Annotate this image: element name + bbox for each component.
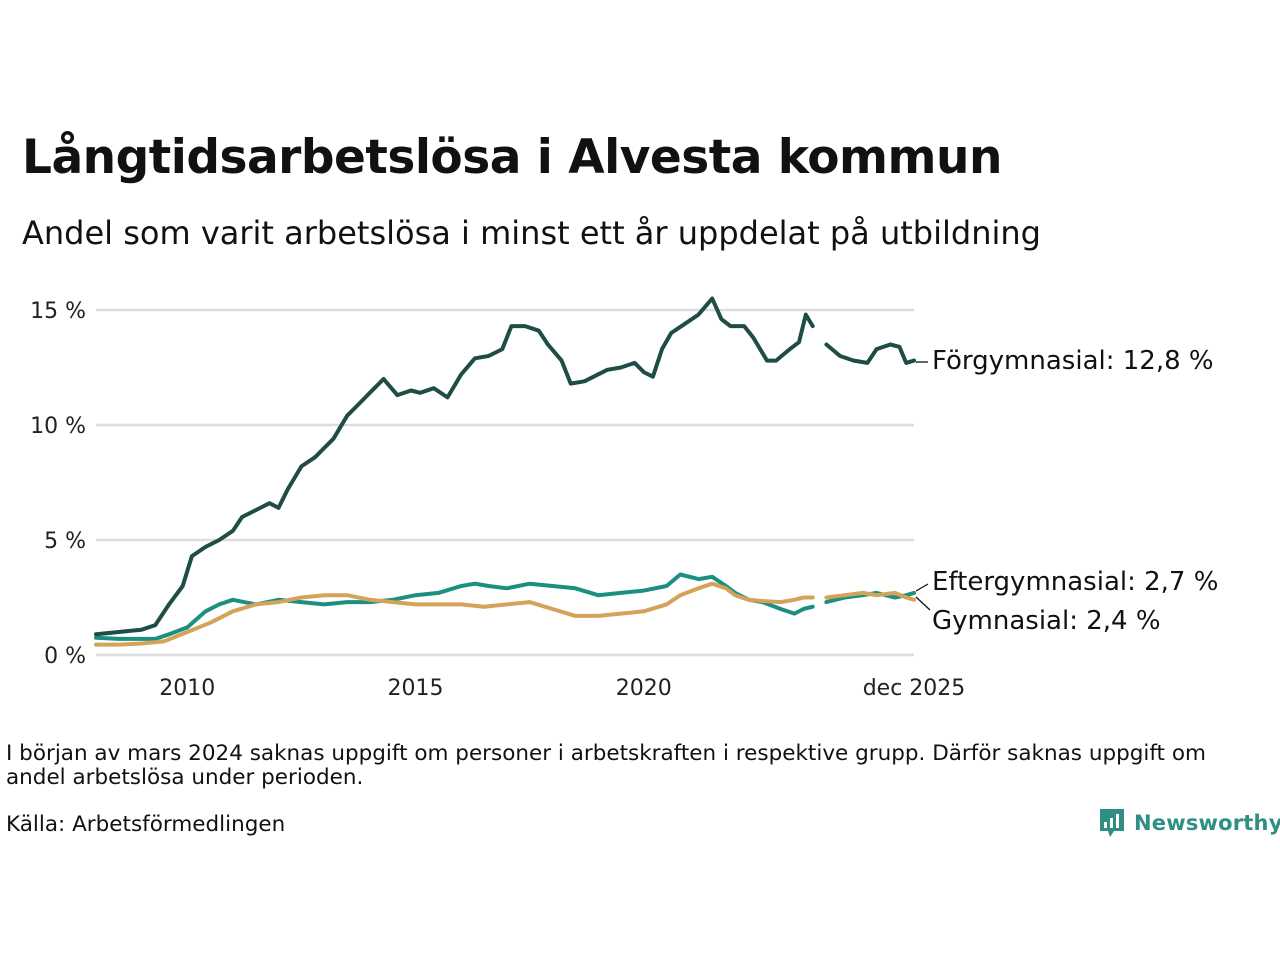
chart-title: Långtidsarbetslösa i Alvesta kommun [22, 130, 1002, 185]
y-tick-label: 0 % [44, 644, 86, 669]
newsworthy-logo-icon [1100, 809, 1124, 837]
end-label-eftergymnasial: Eftergymnasial: 2,7 % [932, 567, 1218, 597]
source-note: Källa: Arbetsförmedlingen [6, 812, 286, 837]
x-tick-label: dec 2025 [863, 676, 966, 701]
footnote: I början av mars 2024 saknas uppgift om … [6, 741, 1206, 790]
x-tick-label: 2010 [159, 676, 215, 701]
y-tick-label: 10 % [30, 414, 86, 439]
series-line-forgymnasial [94, 296, 916, 637]
y-tick-label: 15 % [30, 299, 86, 324]
x-tick-label: 2020 [616, 676, 672, 701]
label-leader-line [915, 596, 931, 611]
series-line-gymnasial [94, 581, 916, 647]
end-label-forgymnasial: Förgymnasial: 12,8 % [932, 346, 1214, 376]
line-chart: 0 % 5 % 10 % 15 % 2010 2015 2020 dec 2025 Förgy… [30, 296, 1218, 701]
x-tick-label: 2015 [388, 676, 444, 701]
chart-subtitle: Andel som varit arbetslösa i minst ett å… [22, 214, 1041, 252]
newsworthy-logo: Newsworthy [1098, 806, 1280, 840]
newsworthy-logo-text: Newsworthy [1134, 811, 1280, 835]
y-tick-label: 5 % [44, 529, 86, 554]
end-label-gymnasial: Gymnasial: 2,4 % [932, 606, 1161, 636]
label-leader-line [915, 583, 929, 592]
series-line-eftergymnasial [94, 572, 916, 641]
